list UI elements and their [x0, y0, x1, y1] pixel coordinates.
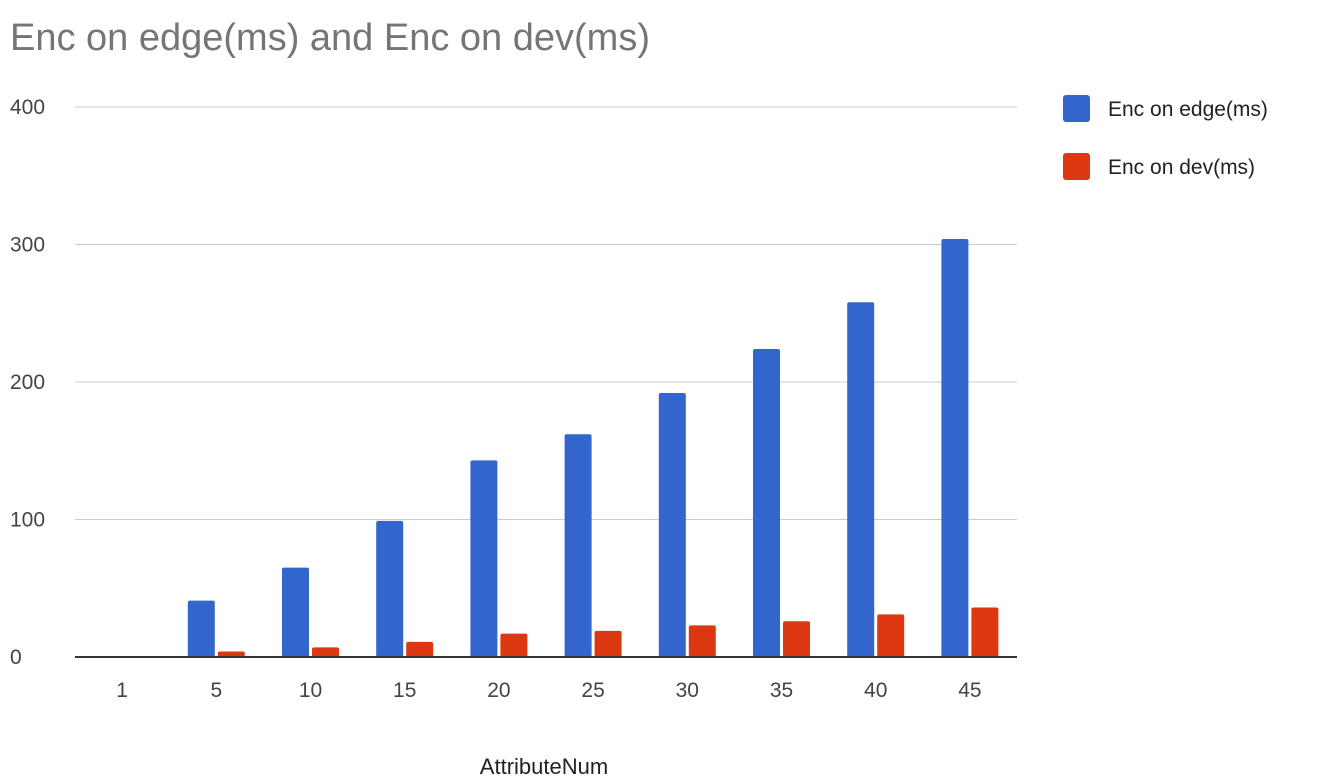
x-tick-label: 40 — [864, 679, 887, 702]
bar-edge-45 — [941, 239, 969, 657]
bar-dev-20 — [500, 633, 528, 657]
y-tick-label: 0 — [10, 646, 22, 669]
y-tick-label: 300 — [10, 234, 45, 257]
x-tick-label: 45 — [958, 679, 981, 702]
y-tick-label: 200 — [10, 371, 45, 394]
chart-title: Enc on edge(ms) and Enc on dev(ms) — [10, 17, 650, 59]
legend-label-edge: Enc on edge(ms) — [1108, 98, 1268, 121]
y-tick-label: 400 — [10, 96, 45, 119]
x-tick-label: 15 — [393, 679, 416, 702]
bar-dev-15 — [406, 641, 434, 657]
x-tick-label: 20 — [487, 679, 510, 702]
x-tick-label: 30 — [676, 679, 699, 702]
legend-label-dev: Enc on dev(ms) — [1108, 156, 1255, 179]
legend-swatch-dev — [1063, 153, 1090, 180]
bar-dev-40 — [877, 614, 905, 657]
grid-lines — [75, 106, 1017, 520]
bar-dev-5 — [217, 651, 245, 657]
bar-dev-10 — [312, 647, 339, 657]
bar-edge-25 — [564, 434, 592, 657]
x-tick-label: 5 — [210, 679, 222, 702]
x-tick-label: 35 — [770, 679, 793, 702]
bar-edge-20 — [470, 460, 498, 657]
y-axis-ticks: 0 100 200 300 400 — [10, 96, 45, 669]
x-axis-label: AttributeNum — [480, 754, 608, 779]
x-tick-label: 1 — [116, 679, 128, 702]
bar-dev-25 — [594, 630, 622, 657]
bar-dev-30 — [688, 625, 716, 657]
legend-swatch-edge — [1063, 95, 1090, 122]
bar-edge-10 — [282, 567, 309, 657]
bar-edge-5 — [187, 600, 215, 657]
bar-edge-30 — [658, 393, 686, 657]
y-tick-label: 100 — [10, 509, 45, 532]
bar-edge-35 — [753, 349, 780, 657]
x-tick-label: 10 — [299, 679, 322, 702]
bar-edge-15 — [376, 520, 404, 657]
legend: Enc on edge(ms) Enc on dev(ms) — [1063, 95, 1268, 180]
bars — [187, 239, 999, 657]
x-axis-ticks: 1 5 10 15 20 25 30 35 40 45 — [116, 679, 981, 702]
bar-edge-40 — [847, 302, 875, 657]
bar-dev-45 — [971, 607, 999, 657]
x-tick-label: 25 — [581, 679, 604, 702]
bar-dev-35 — [783, 621, 810, 657]
